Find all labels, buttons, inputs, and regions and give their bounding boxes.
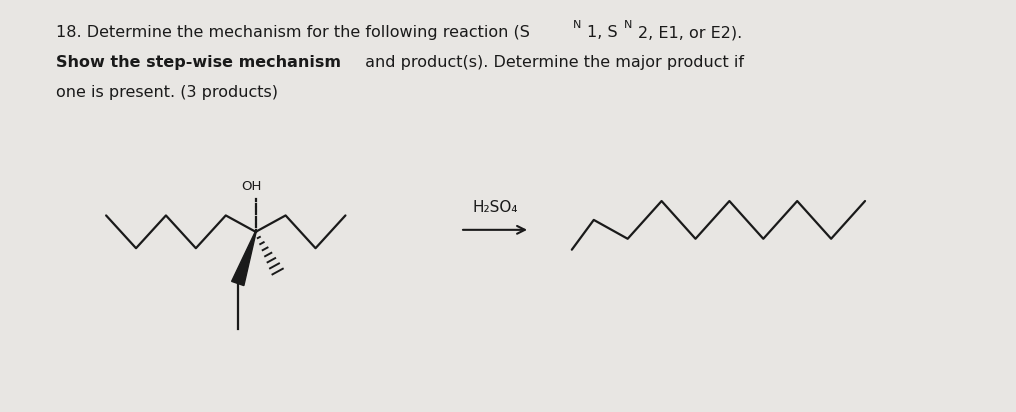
Text: 2, E1, or E2).: 2, E1, or E2).	[638, 25, 742, 40]
Text: and product(s). Determine the major product if: and product(s). Determine the major prod…	[361, 55, 745, 70]
Text: H₂SO₄: H₂SO₄	[472, 200, 518, 215]
Text: one is present. (3 products): one is present. (3 products)	[56, 85, 278, 100]
Text: N: N	[573, 20, 581, 30]
Polygon shape	[232, 232, 256, 286]
Text: N: N	[624, 20, 632, 30]
Text: 18. Determine the mechanism for the following reaction (S: 18. Determine the mechanism for the foll…	[56, 25, 530, 40]
Text: OH: OH	[242, 180, 262, 193]
Text: 1, S: 1, S	[587, 25, 618, 40]
Text: Show the step-wise mechanism: Show the step-wise mechanism	[56, 55, 341, 70]
